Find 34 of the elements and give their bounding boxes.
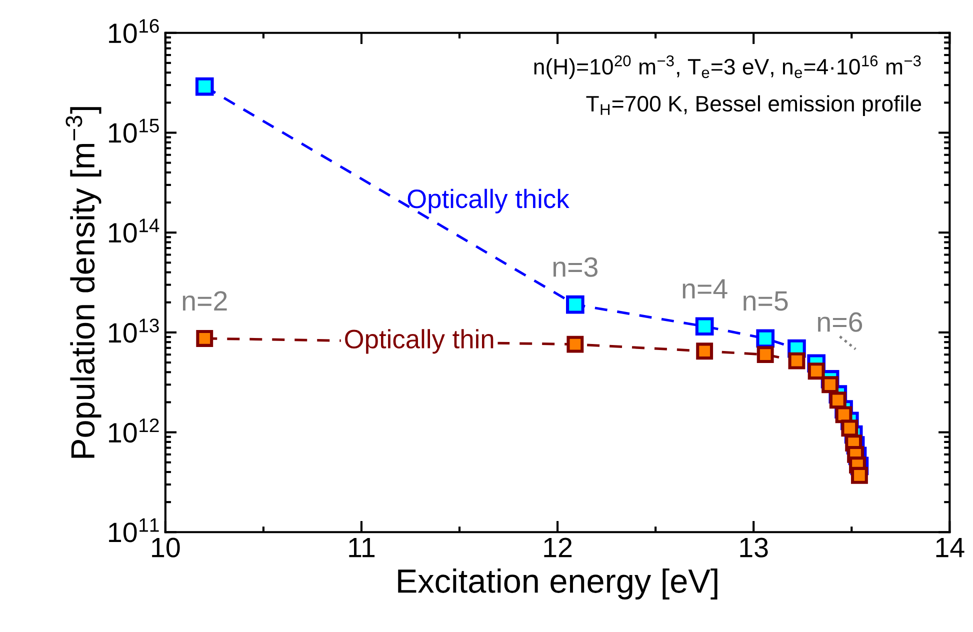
- point: [850, 466, 868, 484]
- annotation: n=5: [744, 291, 788, 311]
- annotation: n=4: [682, 279, 728, 298]
- annotation: n=6: [818, 312, 862, 332]
- annotation: T$_{H}$=700 K, Bessel emission profile: [586, 95, 922, 116]
- series-label: Optically thick: [408, 188, 570, 214]
- point: [788, 352, 806, 370]
- y-tick-label: 10$^{14}$: [109, 218, 160, 243]
- point: [756, 329, 775, 348]
- x-tick-label: 13: [740, 538, 768, 558]
- point: [841, 420, 858, 437]
- point: [566, 295, 584, 314]
- y-tick-label: 10$^{12}$: [109, 418, 159, 443]
- point: [808, 362, 825, 380]
- annotation: n=2: [182, 291, 227, 310]
- y-tick-label: 10$^{13}$: [109, 318, 159, 343]
- point: [822, 376, 839, 394]
- point: [829, 392, 846, 409]
- text: n(H)=10$^{20}$ m$^{−3}$, T$_{e}$=3 eV, n$_{e}$=4·10$^{16}$ m$^{−3}$: [534, 55, 921, 80]
- annotation: n=3: [553, 257, 598, 277]
- x-axis-title: Excitation energy [eV]: [398, 568, 718, 600]
- y-tick-label: 10$^{15}$: [109, 118, 159, 143]
- point: [196, 330, 214, 347]
- y-axis-title: Population density [m$^{−3}$]: [66, 107, 102, 458]
- point: [195, 77, 214, 96]
- point: [695, 317, 714, 336]
- point: [566, 336, 584, 353]
- x-tick-label: 12: [544, 538, 572, 558]
- point: [756, 346, 774, 364]
- y-tick-label: 10$^{16}$: [109, 19, 159, 44]
- x-tick-label: 11: [349, 538, 375, 558]
- series-label: Optically thin: [345, 329, 494, 354]
- point: [696, 342, 714, 360]
- x-tick-label: 14: [936, 538, 964, 558]
